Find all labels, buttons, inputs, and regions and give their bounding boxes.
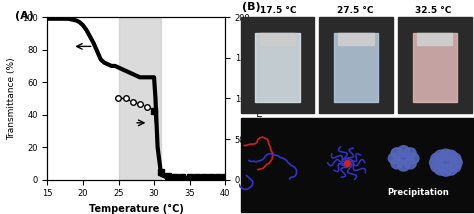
Circle shape [398,146,410,156]
Text: Precipitation: Precipitation [387,188,448,197]
Circle shape [431,161,443,172]
Circle shape [440,157,452,168]
Circle shape [391,158,403,169]
Bar [398,17,472,113]
Bar [412,33,457,102]
Text: 32.5 °C: 32.5 °C [415,6,451,15]
Bar [260,33,295,45]
Text: 17.5 °C: 17.5 °C [260,6,296,15]
Circle shape [435,150,447,162]
Bar [319,17,393,113]
Circle shape [448,161,461,172]
Text: (A): (A) [16,11,34,21]
Circle shape [435,164,447,175]
Bar [118,17,161,180]
Y-axis label: Transmittance (%): Transmittance (%) [8,57,17,140]
Circle shape [391,148,403,158]
Text: (B): (B) [242,2,260,12]
Bar [240,17,314,113]
Circle shape [429,157,442,168]
Circle shape [448,153,461,164]
Y-axis label: Diameter (nm): Diameter (nm) [256,65,265,132]
Circle shape [450,157,462,168]
Circle shape [431,153,443,164]
Circle shape [404,158,416,169]
Bar [255,33,300,102]
Circle shape [440,165,452,176]
Circle shape [388,153,400,164]
Circle shape [398,153,410,164]
Bar [334,33,378,102]
Circle shape [398,160,410,171]
Circle shape [445,150,457,162]
Circle shape [407,153,419,164]
Bar [338,33,374,45]
Bar [240,118,473,212]
Circle shape [440,149,452,160]
Circle shape [445,164,457,175]
Text: 27.5 °C: 27.5 °C [337,6,374,15]
Bar [417,33,453,45]
Circle shape [404,148,416,158]
X-axis label: Temperature (°C): Temperature (°C) [89,204,184,214]
